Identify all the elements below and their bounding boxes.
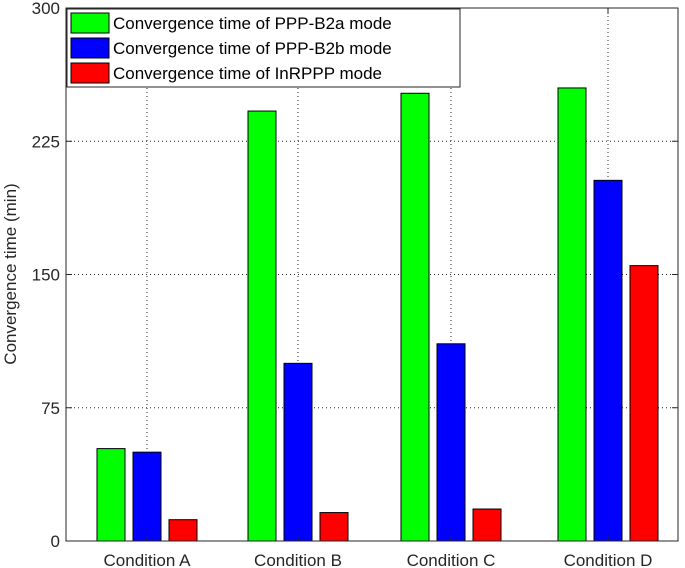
legend-swatch [70, 37, 110, 59]
x-axis-ticks: Condition A Condition B Condition C Conditi… [104, 8, 653, 568]
bar-3-condition-d [629, 265, 659, 542]
bar-3-condition-a [168, 519, 198, 542]
legend-label: Convergence time of InRPPP mode [113, 64, 382, 83]
y-tick-label: 150 [32, 266, 60, 285]
y-tick-label: 225 [32, 132, 60, 151]
legend-swatch [70, 12, 110, 34]
bar-2-condition-b [283, 362, 313, 542]
x-tick-label: Condition B [254, 551, 342, 568]
y-tick-label: 300 [32, 0, 60, 18]
bar-1-condition-a [96, 448, 126, 542]
legend-label: Convergence time of PPP-B2b mode [113, 39, 392, 58]
legend: Convergence time of PPP-B2a mode Converge… [66, 8, 461, 88]
bar-2-condition-d [593, 179, 623, 542]
x-tick-label: Condition A [104, 551, 192, 568]
bar-3-condition-c [472, 508, 502, 542]
y-tick-label: 0 [51, 532, 60, 551]
bar-1-condition-b [247, 110, 277, 542]
bar-1-condition-d [557, 87, 587, 542]
y-axis-ticks: 0 75 150 225 300 [32, 0, 678, 551]
y-tick-label: 75 [41, 399, 60, 418]
bar-2-condition-c [436, 343, 466, 542]
x-tick-label: Condition C [407, 551, 496, 568]
legend-label: Convergence time of PPP-B2a mode [113, 14, 392, 33]
x-tick-label: Condition D [564, 551, 653, 568]
bar-3-condition-b [319, 512, 349, 542]
y-axis-label: Convergence time (min) [1, 183, 20, 364]
legend-box [66, 8, 461, 88]
bar-2-condition-a [132, 451, 162, 542]
bar-1-condition-c [400, 92, 430, 542]
legend-swatch [70, 62, 110, 84]
